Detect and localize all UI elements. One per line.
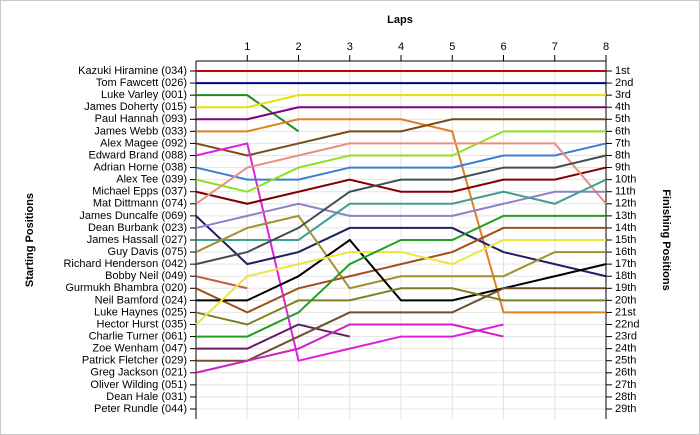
x-tick-label: 8	[603, 41, 609, 53]
y2-axis-label: Finishing Positions	[660, 189, 672, 290]
y2-tick-label: 12th	[615, 198, 636, 210]
position-line	[196, 94, 300, 133]
position-line	[196, 238, 607, 302]
y2-tick-label: 19th	[615, 282, 636, 294]
y2-tick-label: 1st	[615, 65, 630, 77]
x-tick-label: 1	[244, 41, 250, 53]
y2-tick-label: 18th	[615, 270, 636, 282]
y2-tick-label: 5th	[615, 113, 630, 125]
driver-label: Peter Rundle (044)	[94, 403, 187, 415]
y2-tick-label: 25th	[615, 355, 636, 367]
driver-label: Richard Henderson (042)	[63, 258, 187, 270]
position-line	[196, 287, 606, 362]
x-tick-label: 2	[295, 41, 301, 53]
driver-label: Patrick Fletcher (029)	[82, 355, 187, 367]
y2-tick-label: 21st	[615, 306, 636, 318]
driver-label: James Webb (033)	[94, 125, 187, 137]
driver-label: Zoe Wenham (047)	[92, 343, 187, 355]
y2-tick-label: 28th	[615, 391, 636, 403]
y2-tick-label: 3rd	[615, 89, 631, 101]
position-line	[196, 323, 350, 350]
y2-tick-label: 26th	[615, 367, 636, 379]
position-line	[195, 214, 606, 290]
driver-label: Guy Davis (075)	[108, 246, 187, 258]
driver-label: Charlie Turner (061)	[89, 330, 187, 342]
driver-label: Mat Dittmann (074)	[93, 198, 187, 210]
position-line	[195, 287, 606, 326]
chart-title: Laps	[387, 14, 413, 26]
driver-label: Paul Hannah (093)	[95, 113, 187, 125]
position-line	[196, 214, 606, 338]
position-line	[195, 154, 607, 266]
position-line	[195, 118, 606, 157]
driver-label: Bobby Neil (049)	[105, 270, 187, 282]
driver-label: Michael Epps (037)	[92, 186, 187, 198]
driver-label: Hector Hurst (035)	[97, 318, 187, 330]
position-line	[196, 178, 607, 241]
position-line	[195, 190, 606, 229]
y2-tick-label: 27th	[615, 379, 636, 391]
position-line	[195, 226, 606, 314]
x-tick-label: 4	[398, 41, 404, 53]
position-line	[195, 323, 504, 374]
driver-label: Neil Bamford (024)	[95, 294, 187, 306]
y2-tick-label: 4th	[615, 101, 630, 113]
driver-label: James Hassall (027)	[87, 234, 187, 246]
y2-tick-label: 20th	[615, 294, 636, 306]
x-tick-label: 7	[552, 41, 558, 53]
x-tick-label: 5	[449, 41, 455, 53]
driver-label: Luke Haynes (025)	[94, 306, 187, 318]
y2-tick-label: 8th	[615, 149, 630, 161]
y2-tick-label: 15th	[615, 234, 636, 246]
y2-tick-label: 13th	[615, 210, 636, 222]
driver-label: James Duncalfe (069)	[79, 210, 187, 222]
driver-label: Luke Varley (001)	[101, 89, 187, 101]
position-line	[195, 275, 248, 290]
position-line	[196, 106, 606, 121]
y2-tick-label: 23rd	[615, 330, 637, 342]
driver-label: James Doherty (015)	[84, 101, 187, 113]
driver-label: Dean Hale (031)	[106, 391, 187, 403]
position-line	[195, 142, 607, 181]
x-tick-label: 6	[500, 41, 506, 53]
y2-tick-label: 11th	[615, 186, 636, 198]
y2-tick-label: 17th	[615, 258, 636, 270]
x-tick-label: 3	[347, 41, 353, 53]
y2-tick-label: 24th	[615, 343, 636, 355]
position-line	[196, 94, 606, 109]
driver-label: Kazuki Hiramine (034)	[78, 65, 187, 77]
y2-tick-label: 29th	[615, 403, 636, 415]
y2-tick-label: 16th	[615, 246, 636, 258]
driver-label: Alex Tee (039)	[116, 174, 187, 186]
y2-tick-label: 22nd	[615, 318, 639, 330]
position-line	[195, 130, 606, 193]
y2-tick-label: 14th	[615, 222, 636, 234]
driver-label: Dean Burbank (023)	[88, 222, 187, 234]
y2-tick-label: 2nd	[615, 77, 633, 89]
position-line	[195, 142, 504, 362]
driver-label: Tom Fawcett (026)	[96, 77, 187, 89]
driver-label: Adrian Horne (038)	[93, 161, 187, 173]
driver-label: Alex Magee (092)	[100, 137, 187, 149]
y-axis-label: Starting Positions	[24, 193, 36, 287]
position-line	[195, 239, 606, 326]
driver-label: Gurmukh Bhambra (020)	[65, 282, 187, 294]
driver-label: Edward Brand (088)	[89, 149, 187, 161]
driver-label: Greg Jackson (021)	[90, 367, 187, 379]
y2-tick-label: 10th	[615, 174, 636, 186]
y2-tick-label: 9th	[615, 161, 630, 173]
position-line	[196, 118, 606, 314]
driver-label: Oliver Wilding (051)	[90, 379, 187, 391]
y2-tick-label: 6th	[615, 125, 630, 137]
position-line	[195, 166, 607, 205]
y2-tick-label: 7th	[615, 137, 630, 149]
position-line	[195, 142, 607, 205]
